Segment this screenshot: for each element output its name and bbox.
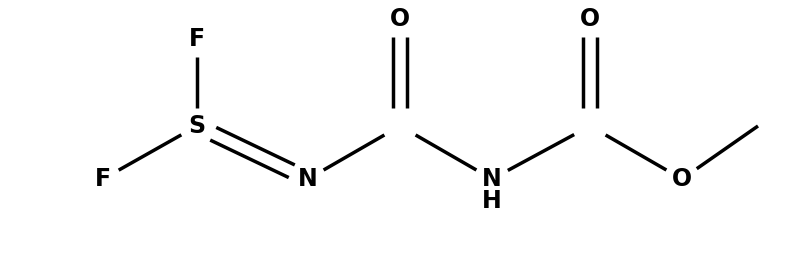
- Text: O: O: [390, 7, 410, 31]
- Text: O: O: [672, 167, 692, 191]
- Text: N: N: [298, 167, 318, 191]
- Text: H: H: [482, 189, 502, 213]
- Text: N: N: [482, 167, 502, 191]
- Text: S: S: [188, 114, 206, 138]
- Text: F: F: [95, 167, 111, 191]
- Text: F: F: [189, 27, 205, 51]
- Text: O: O: [580, 7, 600, 31]
- Text: N: N: [482, 167, 502, 191]
